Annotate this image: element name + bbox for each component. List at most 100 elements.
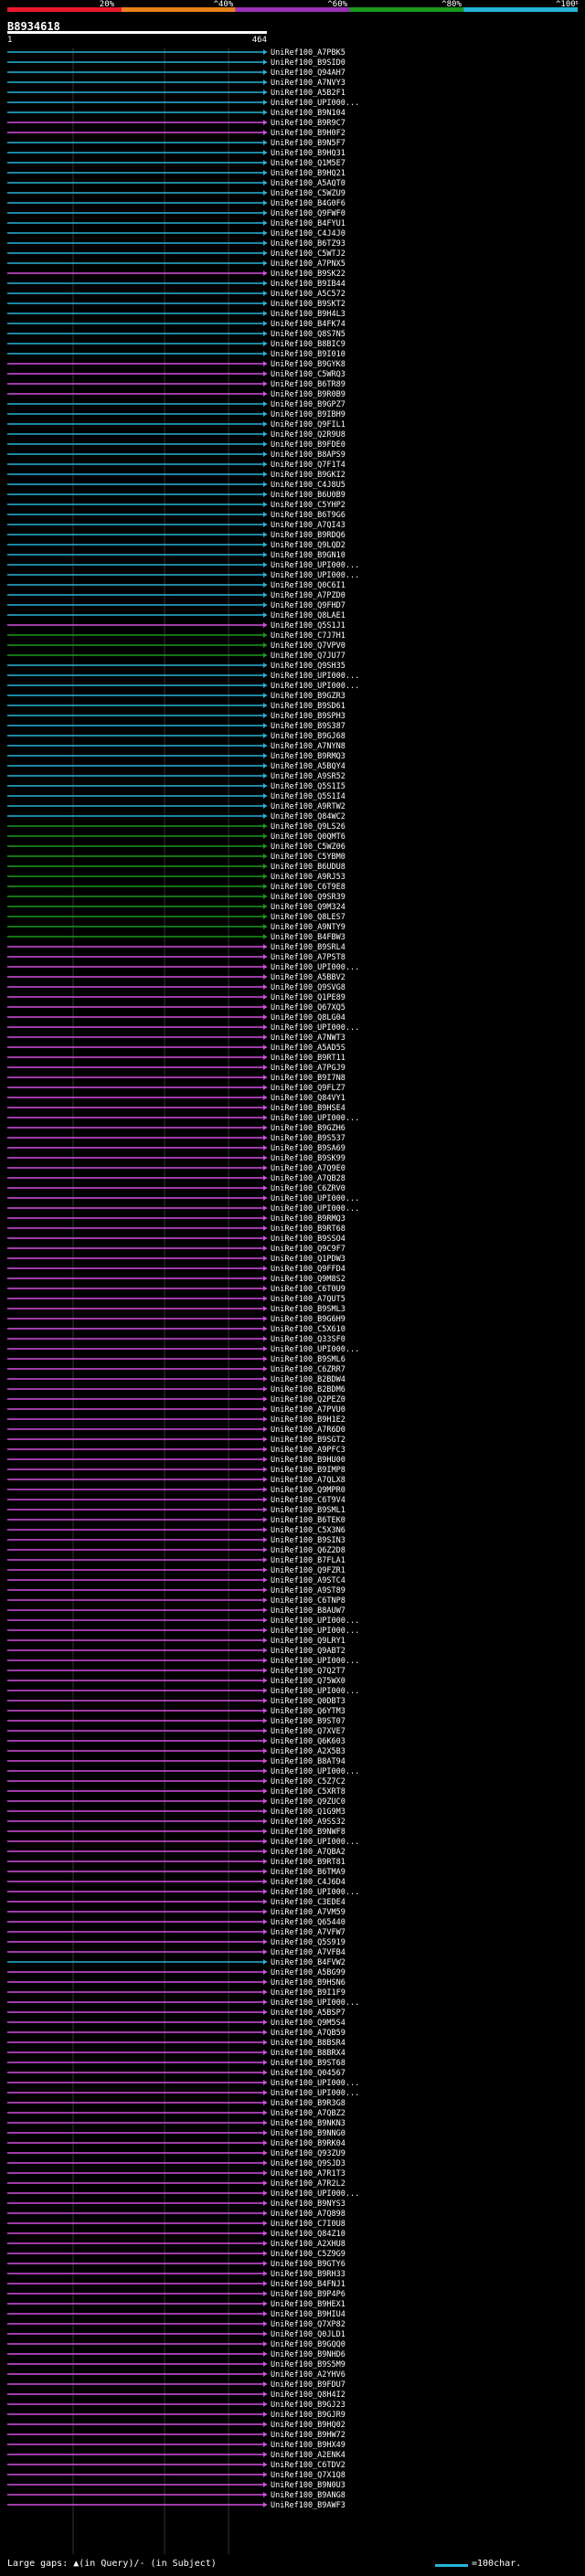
hit-label: UniRef100_UPI000... xyxy=(271,1194,359,1203)
hit-arrow xyxy=(263,1276,267,1281)
hit-label: UniRef100_A5C572 xyxy=(271,290,346,299)
hit-label: UniRef100_Q84Z10 xyxy=(271,2230,346,2239)
hit-arrow xyxy=(263,2271,267,2276)
axis-line xyxy=(7,31,267,34)
hit-label: UniRef100_B6T9G6 xyxy=(271,511,346,520)
hit-arrow xyxy=(263,411,267,417)
hit-arrow xyxy=(263,2412,267,2417)
hit-label: UniRef100_UPI000... xyxy=(271,2189,359,2199)
hit-arrow xyxy=(263,1467,267,1472)
hit-label: UniRef100_B9SID0 xyxy=(271,58,346,68)
hit-arrow xyxy=(263,1899,267,1904)
hit-label: UniRef100_B9SA69 xyxy=(271,1144,346,1153)
hit-arrow xyxy=(263,371,267,376)
hit-arrow xyxy=(263,1044,267,1050)
hit-label: UniRef100_A5BSP7 xyxy=(271,2009,346,2018)
hit-arrow xyxy=(263,1788,267,1794)
hit-arrow xyxy=(263,984,267,990)
hit-label: UniRef100_B9SIN3 xyxy=(271,1536,346,1545)
legend-swatch-0 xyxy=(7,7,122,12)
hit-label: UniRef100_B6TZ93 xyxy=(271,239,346,249)
hit-arrow xyxy=(263,492,267,497)
footer-legend: Large gaps: ▲(in Query)/- (in Subject) =… xyxy=(7,2557,578,2573)
legend-tick-label: ^60% xyxy=(327,0,347,9)
hit-label: UniRef100_A7PGJ9 xyxy=(271,1064,346,1073)
hit-label: UniRef100_C5X3N6 xyxy=(271,1526,346,1535)
hit-arrow xyxy=(263,1075,267,1080)
hit-arrow xyxy=(263,1115,267,1120)
hit-arrow xyxy=(263,1447,267,1452)
hit-arrow xyxy=(263,2100,267,2105)
hit-label: UniRef100_C7J7H1 xyxy=(271,631,346,641)
hit-arrow xyxy=(263,843,267,849)
hit-arrow xyxy=(263,1909,267,1914)
hit-label: UniRef100_B9R0B9 xyxy=(271,390,346,399)
hit-arrow xyxy=(263,1205,267,1211)
hit-arrow xyxy=(263,1999,267,2005)
hit-label: UniRef100_A2YHV6 xyxy=(271,2370,346,2380)
hit-label: UniRef100_B2BDM6 xyxy=(271,1385,346,1394)
hit-label: UniRef100_B9HQ02 xyxy=(271,2421,346,2430)
hit-arrow xyxy=(263,1989,267,1995)
hit-arrow xyxy=(263,512,267,517)
hit-arrow xyxy=(263,693,267,698)
hit-arrow xyxy=(263,2391,267,2397)
hit-arrow xyxy=(263,652,267,658)
hit-label: UniRef100_B6TEK0 xyxy=(271,1516,346,1525)
hit-label: UniRef100_Q0JLD1 xyxy=(271,2330,346,2339)
scale-label: =100char. xyxy=(472,2559,522,2569)
hit-arrow xyxy=(263,2080,267,2085)
hit-arrow xyxy=(263,69,267,75)
hit-arrow xyxy=(263,2040,267,2045)
hit-label: UniRef100_B6TMA9 xyxy=(271,1868,346,1877)
hit-arrow xyxy=(263,1688,267,1693)
hit-arrow xyxy=(263,612,267,618)
hit-arrow xyxy=(263,120,267,125)
hit-label: UniRef100_UPI000... xyxy=(271,1204,359,1214)
hit-arrow xyxy=(263,1426,267,1432)
hit-arrow xyxy=(263,1457,267,1462)
hit-arrow xyxy=(263,954,267,959)
hit-arrow xyxy=(263,1155,267,1161)
hit-label: UniRef100_B9SGT2 xyxy=(271,1436,346,1445)
hit-label: UniRef100_Q9FFD4 xyxy=(271,1265,346,1274)
hit-label: UniRef100_A9STC4 xyxy=(271,1576,346,1585)
hit-arrow xyxy=(263,110,267,115)
hit-label: UniRef100_B9NHD6 xyxy=(271,2350,346,2359)
hit-label: UniRef100_UPI000... xyxy=(271,672,359,681)
hit-arrow xyxy=(263,1889,267,1894)
hit-label: UniRef100_B4FBW3 xyxy=(271,933,346,942)
hit-arrow xyxy=(263,421,267,427)
hit-arrow xyxy=(263,914,267,919)
hit-arrow xyxy=(263,1969,267,1975)
hit-label: UniRef100_B9N104 xyxy=(271,109,346,118)
hit-label: UniRef100_A7NWT3 xyxy=(271,1034,346,1043)
hit-arrow xyxy=(263,1859,267,1864)
hit-arrow xyxy=(263,1497,267,1502)
hit-label: UniRef100_B9NKN3 xyxy=(271,2119,346,2128)
hit-label: UniRef100_B9GN10 xyxy=(271,551,346,560)
hit-label: UniRef100_Q6YTM3 xyxy=(271,1707,346,1716)
hit-arrow xyxy=(263,2291,267,2296)
hit-label: UniRef100_B9NYS3 xyxy=(271,2200,346,2209)
hit-label: UniRef100_B6UDU8 xyxy=(271,863,346,872)
hit-label: UniRef100_A7NYN8 xyxy=(271,742,346,751)
hit-arrow xyxy=(263,1165,267,1171)
hit-label: UniRef100_B9ST68 xyxy=(271,2059,346,2068)
hit-label: UniRef100_Q5S1I5 xyxy=(271,782,346,791)
hit-label: UniRef100_A5BBV2 xyxy=(271,973,346,982)
hit-label: UniRef100_A7R2L2 xyxy=(271,2179,346,2189)
hit-arrow xyxy=(263,2090,267,2095)
hit-arrow xyxy=(263,1728,267,1733)
hit-label: UniRef100_B9G6H9 xyxy=(271,1315,346,1324)
hit-arrow xyxy=(263,1065,267,1070)
legend-swatch-4 xyxy=(463,7,578,12)
hit-label: UniRef100_C5WZ06 xyxy=(271,843,346,852)
hit-label: UniRef100_B4G0F6 xyxy=(271,199,346,208)
hit-label: UniRef100_Q7JU77 xyxy=(271,652,346,661)
hit-arrow xyxy=(263,944,267,949)
hit-arrow xyxy=(263,2140,267,2146)
hit-label: UniRef100_A7PBK5 xyxy=(271,48,346,58)
hit-label: UniRef100_Q1M5E7 xyxy=(271,159,346,168)
hit-label: UniRef100_UPI000... xyxy=(271,1998,359,2008)
